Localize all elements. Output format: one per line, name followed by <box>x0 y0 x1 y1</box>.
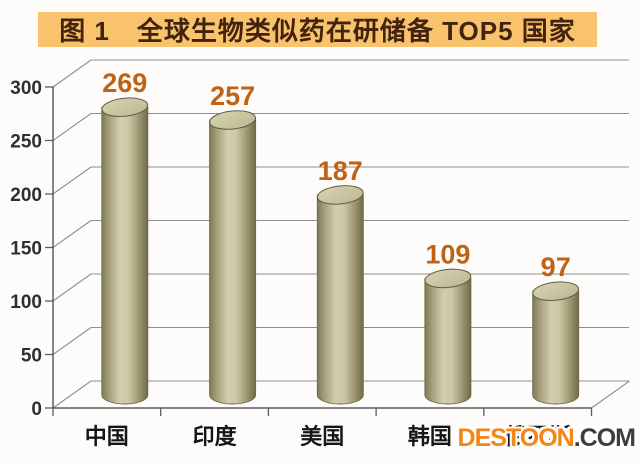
grid-depth-line-200 <box>52 166 92 195</box>
category-label-3: 韩国 <box>408 424 452 449</box>
y-tick-label-200: 200 <box>10 185 42 206</box>
category-label-0: 中国 <box>85 424 129 449</box>
value-label-3: 109 <box>425 239 470 269</box>
grid-depth-line-0 <box>52 380 92 409</box>
y-tick-label-50: 50 <box>21 346 42 367</box>
grid-depth-line-50 <box>52 327 92 355</box>
grid-depth-line-150 <box>52 220 92 248</box>
y-tick-label-0: 0 <box>31 399 42 420</box>
cylinder-top-4 <box>532 281 580 301</box>
value-label-2: 187 <box>318 156 363 186</box>
watermark: DESTOON.COM <box>457 424 636 453</box>
value-label-4: 97 <box>541 252 571 282</box>
chart-title-banner: 图 1 全球生物类似药在研储备 TOP5 国家 <box>38 12 597 47</box>
grid-depth-line-100 <box>52 273 92 302</box>
watermark-brand: DESTOON <box>457 424 575 452</box>
y-tick-label-250: 250 <box>10 132 42 153</box>
watermark-suffix: .COM <box>573 424 636 452</box>
value-label-1: 257 <box>210 81 255 111</box>
cylinder-bar-3 <box>424 277 472 405</box>
cylinder-top-3 <box>424 268 472 289</box>
cylinder-bar-4 <box>532 290 580 405</box>
chart-title: 图 1 全球生物类似药在研储备 TOP5 国家 <box>59 16 576 46</box>
y-tick-label-300: 300 <box>10 78 42 99</box>
category-label-4: 俄罗斯 <box>504 424 571 449</box>
cylinder-top-1 <box>209 110 256 130</box>
cylinder-bar-0 <box>101 106 149 405</box>
y-tick-label-150: 150 <box>10 239 42 260</box>
value-label-0: 269 <box>102 68 147 98</box>
y-tick-label-100: 100 <box>10 292 42 313</box>
cylinder-top-0 <box>101 97 149 117</box>
cylinder-top-2 <box>316 185 364 205</box>
category-label-2: 美国 <box>300 424 344 449</box>
category-label-1: 印度 <box>193 424 238 449</box>
floor-right-edge <box>591 380 630 409</box>
cylinder-bar-1 <box>209 119 257 405</box>
grid-depth-line-300 <box>52 59 92 88</box>
grid-depth-line-250 <box>52 113 92 141</box>
cylinder-bar-2 <box>316 194 364 405</box>
